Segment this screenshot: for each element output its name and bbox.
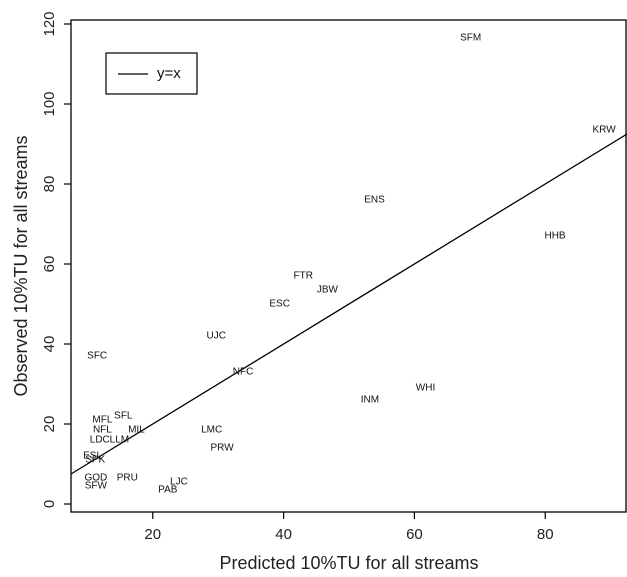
data-point-label-ldc: LDC <box>90 435 110 446</box>
y-tick-label: 60 <box>41 256 58 273</box>
x-axis: 20 40 60 80 <box>144 512 554 543</box>
data-point-label-ens: ENS <box>364 195 385 206</box>
y-tick-label: 80 <box>41 176 58 193</box>
x-tick-label: 60 <box>406 526 423 543</box>
data-point-label-mfl: MFL <box>92 415 112 426</box>
data-point-label-pab: PAB <box>158 485 178 496</box>
legend-entry-label: y=x <box>157 65 181 82</box>
legend: y=x <box>105 52 198 95</box>
data-point-label-ujc: UJC <box>206 331 225 342</box>
data-point-label-nfl: NFL <box>93 425 112 436</box>
data-point-label-whi: WHI <box>416 383 435 394</box>
data-point-label-sfw: SFW <box>85 481 108 492</box>
data-point-label-ljc: LJC <box>170 477 188 488</box>
data-point-label-jbw: JBW <box>317 285 339 296</box>
data-point-label-sfm: SFM <box>460 33 481 44</box>
y-tick-label: 20 <box>41 416 58 433</box>
data-point-label-sfl: SFL <box>114 411 133 422</box>
y-tick-label: 0 <box>41 500 58 508</box>
data-point-label-krw: KRW <box>593 125 617 136</box>
data-point-label-inm: INM <box>361 395 379 406</box>
x-tick-label: 80 <box>537 526 554 543</box>
data-point-label-god: GOD <box>84 473 107 484</box>
x-axis-title: Predicted 10%TU for all streams <box>219 553 478 573</box>
data-point-label-sfc: SFC <box>87 351 107 362</box>
data-point-label-esl: ESL <box>83 451 102 462</box>
data-point-label-llm: LLM <box>110 435 129 446</box>
data-point-label-nfc: NFC <box>233 367 254 378</box>
y-tick-label: 100 <box>41 91 58 116</box>
y-axis-title: Observed 10%TU for all streams <box>11 135 31 396</box>
reference-line-y-equals-x <box>70 133 627 475</box>
y-tick-label: 40 <box>41 336 58 353</box>
y-tick-label: 120 <box>41 11 58 36</box>
data-point-label-spk: SPK <box>85 455 105 466</box>
data-point-label-pru: PRU <box>117 473 138 484</box>
data-point-label-lmc: LMC <box>201 425 222 436</box>
x-tick-label: 40 <box>275 526 292 543</box>
data-point-label-prw: PRW <box>211 443 235 454</box>
y-axis: 0 20 40 60 80 100 120 <box>41 11 71 508</box>
data-point-label-ftr: FTR <box>293 271 312 282</box>
x-tick-label: 20 <box>144 526 161 543</box>
data-point-label-mil: MIL <box>128 425 145 436</box>
plot-frame <box>70 19 627 513</box>
data-point-label-hhb: HHB <box>544 231 565 242</box>
data-point-label-esc: ESC <box>269 299 290 310</box>
